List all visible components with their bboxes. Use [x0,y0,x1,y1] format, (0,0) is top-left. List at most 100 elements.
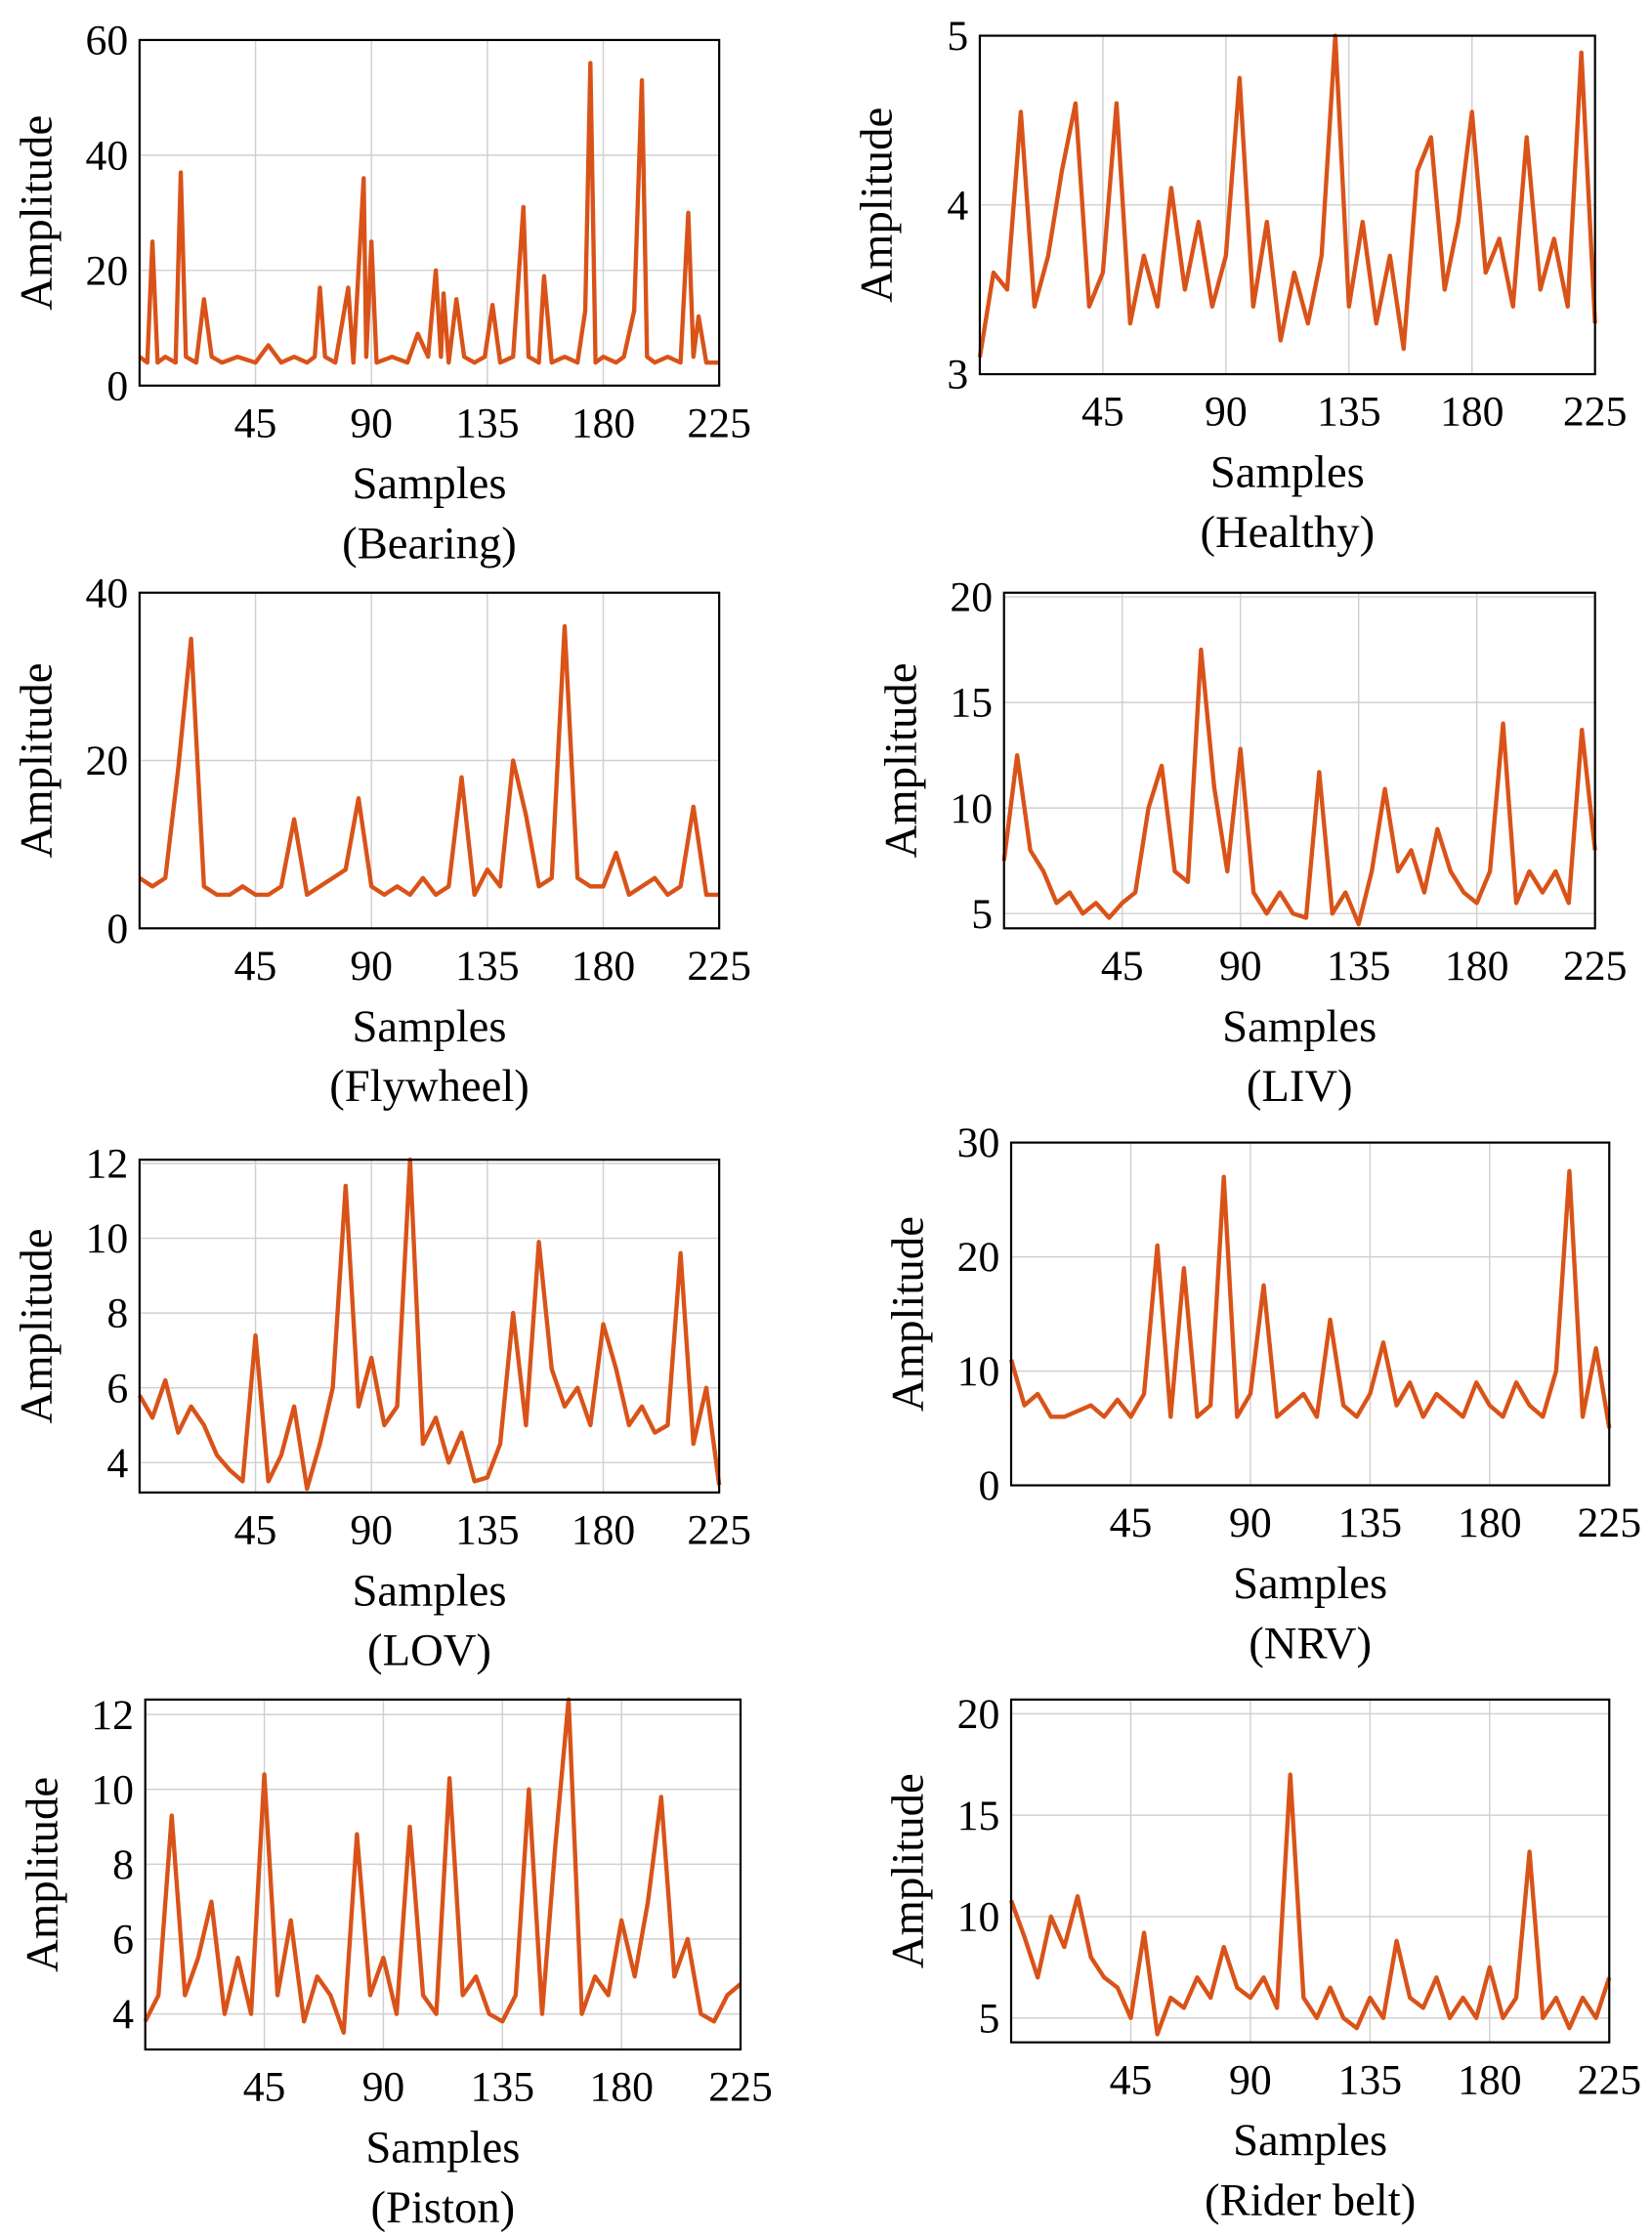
y-tick-label: 5 [947,13,968,60]
x-tick-label: 45 [234,1506,277,1553]
axes-box [978,34,1596,376]
axes-box [138,38,721,387]
y-tick-label: 15 [957,1793,1000,1839]
x-tick-label: 180 [572,1506,636,1553]
x-tick-label: 90 [362,2064,405,2111]
x-tick-label: 90 [1219,943,1262,990]
x-tick-label: 180 [572,943,636,990]
x-tick-label: 45 [1110,2056,1153,2103]
x-tick-label: 180 [572,400,636,446]
x-tick-label: 45 [1101,943,1144,990]
y-tick-label: 12 [85,1141,128,1188]
data-line [1001,647,1597,927]
subplot-title: (Rider belt) [1205,2175,1416,2226]
y-axis-label: Amplitude [883,1773,934,1968]
y-tick-label: 5 [978,1995,999,2042]
y-tick-label: 4 [106,1440,128,1487]
data-line [138,61,720,365]
data-line [137,1157,722,1492]
subplot: 4 6 8 10 12 45 90 135 180 225 Amplitude Samples (Pis… [17,1692,772,2233]
y-axis-label: Amplitude [12,1228,63,1423]
x-tick-label: 225 [1563,943,1628,990]
axes-box [138,591,721,930]
y-tick-label: 3 [947,352,968,399]
y-tick-label: 4 [947,182,968,229]
subplot: 5 10 15 20 45 90 135 180 225 Amplitude Samples (LIV… [875,574,1627,1113]
x-tick-label: 225 [687,1506,751,1553]
y-tick-label: 10 [950,785,993,832]
subplot-title: (Flywheel) [329,1061,529,1112]
y-tick-label: 10 [957,1894,1000,1941]
x-tick-label: 225 [687,400,751,446]
x-axis-label: Samples [352,1001,506,1052]
y-axis-label: Amplitude [883,1216,934,1412]
y-tick-label: 8 [112,1841,134,1888]
subplot: 4 6 8 10 12 45 90 135 180 225 Amplitude Samples (LOV… [12,1141,751,1676]
x-axis-label: Samples [365,2122,520,2173]
y-tick-label: 8 [106,1290,128,1337]
x-axis-label: Samples [1233,2115,1387,2166]
x-axis-label: Samples [1210,446,1365,497]
y-axis-label: Amplitude [875,663,926,859]
x-tick-label: 180 [1440,389,1504,436]
subplot-title: (Bearing) [342,519,517,570]
x-axis-label: Samples [352,1565,506,1616]
y-tick-label: 0 [978,1462,999,1509]
x-tick-label: 135 [1338,2056,1403,2103]
y-tick-label: 0 [106,362,128,409]
x-axis-label: Samples [1233,1558,1387,1609]
y-tick-label: 20 [957,1234,1000,1281]
x-tick-label: 90 [350,400,393,446]
x-tick-label: 45 [1110,1499,1153,1546]
subplot-title: (NRV) [1249,1618,1372,1668]
y-tick-label: 6 [106,1365,128,1412]
subplot: 5 10 15 20 45 90 135 180 225 Amplitude Samples (Rid… [883,1691,1641,2226]
x-tick-label: 45 [234,400,277,446]
x-tick-label: 225 [1577,2056,1641,2103]
y-tick-label: 40 [85,570,128,616]
y-tick-label: 20 [957,1691,1000,1738]
y-tick-label: 60 [85,18,128,64]
x-tick-label: 135 [455,400,520,446]
y-tick-label: 12 [91,1692,134,1739]
x-tick-label: 225 [1563,389,1628,436]
x-tick-label: 135 [471,2064,535,2111]
x-tick-label: 225 [708,2064,773,2111]
x-tick-label: 135 [455,943,520,990]
y-tick-label: 15 [950,680,993,727]
x-tick-label: 180 [589,2064,654,2111]
y-axis-label: Amplitude [12,663,63,859]
x-tick-label: 90 [350,943,393,990]
data-line [1008,1168,1612,1429]
x-tick-label: 135 [1317,389,1381,436]
y-axis-label: Amplitude [12,115,63,311]
y-axis-label: Amplitude [17,1777,67,1972]
y-tick-label: 6 [112,1917,134,1964]
y-tick-label: 20 [950,574,993,621]
y-tick-label: 20 [85,738,128,784]
data-line [1008,1772,1612,2037]
x-tick-label: 45 [234,943,277,990]
y-tick-label: 10 [91,1766,134,1813]
x-tick-label: 135 [455,1506,520,1553]
x-tick-label: 225 [687,943,751,990]
y-tick-label: 5 [971,891,993,938]
y-tick-label: 10 [957,1348,1000,1395]
subplot: 0 20 40 45 90 135 180 225 Amplitude Samples (Flywh… [12,570,751,1112]
x-tick-label: 135 [1338,1499,1403,1546]
x-tick-label: 90 [1229,2056,1272,2103]
x-tick-label: 90 [1229,1499,1272,1546]
subplot-title: (Healthy) [1200,507,1375,558]
y-axis-label: Amplitude [852,107,903,303]
axes-box [1002,591,1596,930]
axes-box [1009,1698,1611,2044]
x-tick-label: 135 [1327,943,1391,990]
data-line [138,623,720,898]
subplot: 0 20 40 60 45 90 135 180 225 Amplitude Samples (Bea… [12,18,751,570]
subplot-title: (LOV) [367,1626,491,1676]
y-tick-label: 0 [106,906,128,952]
x-axis-label: Samples [1222,1001,1377,1052]
x-tick-label: 45 [243,2064,286,2111]
